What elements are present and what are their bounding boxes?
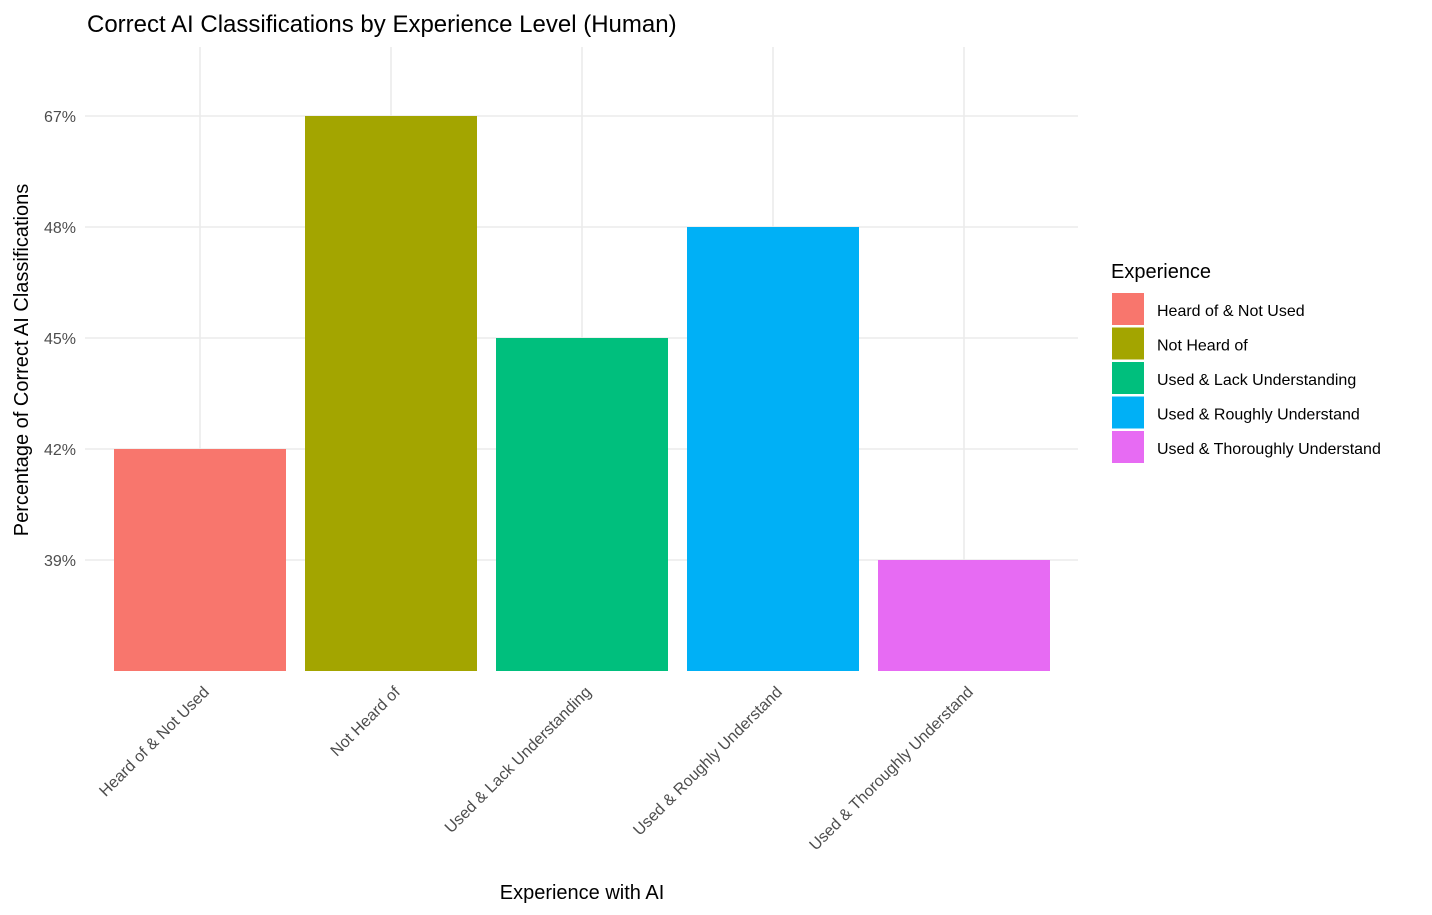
x-tick-label: Used & Thoroughly Understand <box>807 684 977 854</box>
legend-swatch <box>1112 362 1144 394</box>
y-axis-ticks: 39% 42% 45% 48% 67% <box>44 109 76 570</box>
legend-swatch <box>1112 431 1144 463</box>
y-tick-label: 67% <box>44 109 76 126</box>
x-tick-label: Not Heard of <box>328 683 405 760</box>
x-tick-label: Heard of & Not Used <box>96 684 212 800</box>
legend-label: Used & Roughly Understand <box>1157 407 1360 424</box>
y-tick-label: 39% <box>44 553 76 570</box>
bar-3 <box>496 338 668 671</box>
legend-label: Used & Lack Understanding <box>1157 372 1356 389</box>
legend: Experience Heard of & Not Used Not Heard … <box>1111 261 1381 463</box>
bar-5 <box>878 560 1050 671</box>
bar-2 <box>305 116 477 671</box>
y-tick-label: 45% <box>44 331 76 348</box>
legend-label: Used & Thoroughly Understand <box>1157 441 1381 458</box>
bar-4 <box>687 227 859 671</box>
legend-label: Not Heard of <box>1157 338 1248 355</box>
legend-title: Experience <box>1111 261 1211 283</box>
bar-1 <box>114 449 286 671</box>
x-axis-title: Experience with AI <box>500 882 665 904</box>
x-tick-label: Used & Roughly Understand <box>630 684 785 839</box>
legend-items: Heard of & Not Used Not Heard of Used & La… <box>1112 293 1381 463</box>
x-axis-ticks: Heard of & Not Used Not Heard of Used & La… <box>96 683 976 854</box>
x-tick-label: Used & Lack Understanding <box>442 684 595 837</box>
legend-label: Heard of & Not Used <box>1157 303 1305 320</box>
y-tick-label: 42% <box>44 442 76 459</box>
y-tick-label: 48% <box>44 220 76 237</box>
bars-layer <box>114 116 1050 671</box>
legend-swatch <box>1112 396 1144 429</box>
legend-swatch <box>1112 327 1144 360</box>
legend-swatch <box>1112 293 1144 325</box>
y-axis-title: Percentage of Correct AI Classifications <box>11 184 33 536</box>
chart-title: Correct AI Classifications by Experience… <box>87 11 677 38</box>
